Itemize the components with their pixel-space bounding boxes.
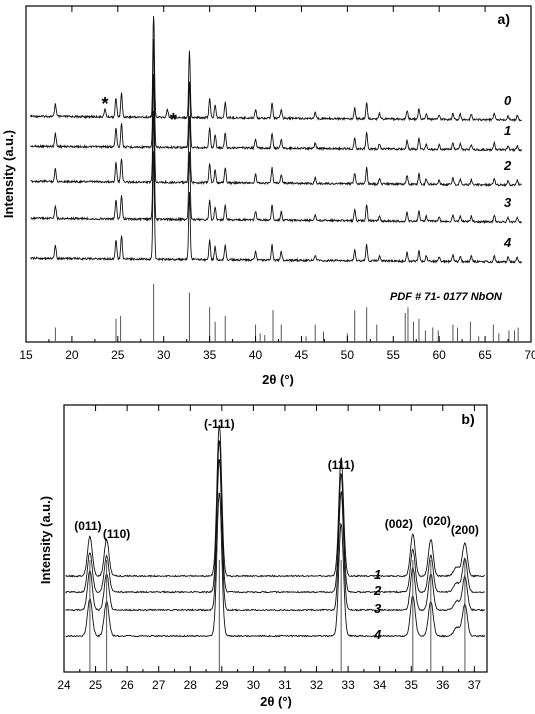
panel-a-series-labels: 0 1 2 3 4 * *	[101, 93, 512, 250]
panel-a-series-label-4: 4	[503, 235, 512, 250]
panel-b-series-labels: 12 3 4	[373, 567, 382, 642]
panel-a-x-title: 2θ (°)	[262, 372, 294, 387]
panel-a-series-2	[30, 73, 523, 188]
panel-b-x-tick-label: 25	[89, 678, 103, 692]
panel-b-peak-annotations: (011)(110) (-111) (111) (002) (020)(200)	[74, 417, 479, 541]
panel-b-series-2	[65, 439, 485, 594]
panel-b-series-1	[65, 425, 485, 578]
panel-b-x-tick-label: 34	[373, 678, 387, 692]
panel-a-x-tick-label: 55	[387, 348, 401, 362]
panel-b-x-tick-label: 29	[215, 678, 229, 692]
panel-b-peak-label: (-111)	[204, 417, 235, 431]
panel-a-y-title: Intensity (a.u.)	[1, 130, 16, 218]
panel-b-x-title: 2θ (°)	[260, 694, 292, 709]
panel-a-x-tick-label: 35	[203, 348, 217, 362]
panel-b-y-title: Intensity (a.u.)	[38, 496, 53, 584]
panel-b-peak-label: (111)	[328, 458, 355, 472]
panel-a-series-3	[30, 110, 523, 225]
panel-b-peak-label: (200)	[451, 523, 479, 537]
panel-b-reference-lines	[89, 560, 466, 672]
panel-a-series-label-2: 2	[503, 158, 512, 173]
panel-a-x-tick-label: 70	[524, 348, 535, 362]
panel-a-x-tick-label: 15	[19, 348, 33, 362]
panel-b-peak-label: (002)	[385, 517, 413, 531]
panel-a-series-label-3: 3	[504, 195, 512, 210]
panel-a-x-tick-label: 25	[111, 348, 125, 362]
panel-b-series-label-1: 1	[374, 567, 381, 582]
panel-a-x-tick-label: 30	[157, 348, 171, 362]
panel-a-series-1	[30, 39, 522, 153]
panel-b-x-tick-label: 24	[57, 678, 71, 692]
panel-b-x-tick-label: 28	[184, 678, 198, 692]
panel-a-label: a)	[498, 11, 510, 27]
panel-a-impurity-marker: *	[101, 94, 108, 114]
panel-a-series-4	[30, 151, 523, 264]
panel-b-x-tick-label: 33	[341, 678, 355, 692]
panel-b-x-tick-label: 30	[247, 678, 261, 692]
panel-b-peak-label: (110)	[103, 527, 130, 541]
panel-a-series-label-0: 0	[504, 93, 512, 108]
panel-b-peak-label: (011)	[74, 519, 101, 533]
panel-a-series-0	[30, 15, 523, 123]
panel-b-traces	[65, 425, 486, 638]
panel-a-series-label-1: 1	[504, 123, 511, 138]
panel-a: 15 20 25 30 35 40 45 50 55 60 65 70 0 1 2 3 4 * * a) 2θ (…	[1, 5, 535, 387]
panel-a-impurity-marker: *	[170, 110, 177, 130]
panel-b-label: b)	[461, 411, 474, 427]
panel-a-x-tick-label: 45	[295, 348, 309, 362]
panel-a-reference-label: PDF # 71- 0177 NbON	[390, 291, 503, 303]
panel-a-x-ticks: 15 20 25 30 35 40 45 50 55 60 65 70	[19, 6, 535, 362]
panel-b-series-label-4: 4	[373, 627, 382, 642]
panel-b-series-label-3: 3	[374, 601, 382, 616]
panel-a-x-tick-label: 65	[478, 348, 492, 362]
panel-a-x-tick-label: 60	[433, 348, 447, 362]
panel-a-x-tick-label: 50	[341, 348, 355, 362]
panel-b-x-tick-label: 35	[405, 678, 419, 692]
panel-b-x-tick-label: 27	[152, 678, 166, 692]
panel-b-x-tick-label: 36	[436, 678, 450, 692]
panel-b-series-3	[65, 459, 486, 612]
panel-b-x-tick-label: 32	[310, 678, 324, 692]
panel-a-x-tick-label: 20	[65, 348, 79, 362]
panel-b-x-tick-label: 26	[120, 678, 134, 692]
panel-a-reference-lines	[54, 284, 519, 342]
panel-b-x-ticks: 24 25 26 27 28 29 30 31 32 33 34 35 36 37	[57, 405, 481, 692]
panel-b-frame	[63, 404, 488, 673]
panel-b-x-tick-label: 37	[468, 678, 482, 692]
panel-a-traces	[30, 15, 523, 264]
panel-b-x-tick-label: 31	[278, 678, 292, 692]
panel-b-series-label-2: 2	[373, 583, 382, 598]
panel-b-peak-label: (020)	[423, 514, 451, 528]
panel-b-series-4	[65, 492, 486, 638]
panel-a-x-tick-label: 40	[249, 348, 263, 362]
